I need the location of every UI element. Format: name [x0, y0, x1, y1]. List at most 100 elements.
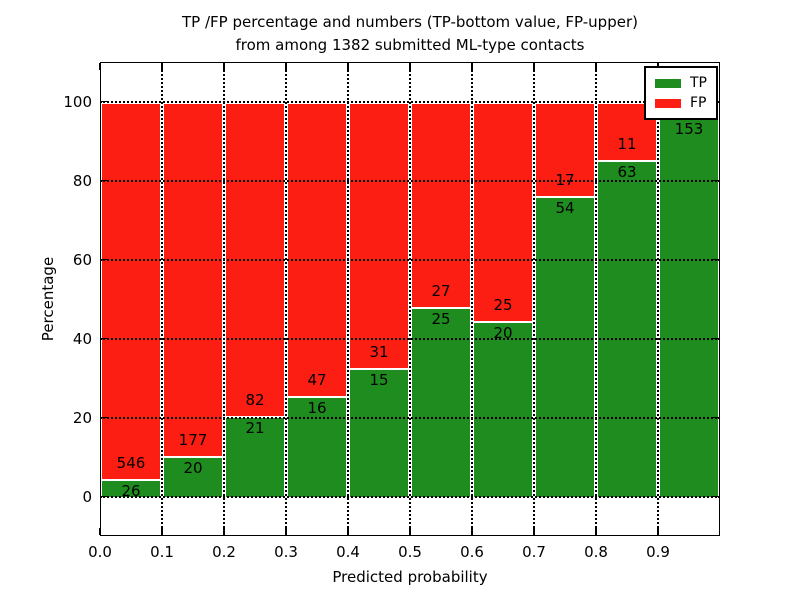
x-tick-mark — [285, 528, 287, 535]
x-tick-mark — [347, 528, 349, 535]
tp-count-label: 63 — [617, 163, 637, 182]
fp-count-label: 31 — [369, 342, 389, 361]
y-tick-mark-right — [712, 416, 719, 419]
x-tick-label: 0.7 — [522, 543, 546, 561]
tp-count-label: 26 — [121, 481, 141, 500]
y-tick-label: 40 — [72, 329, 92, 348]
stacked-bar — [472, 101, 534, 497]
x-tick-label: 0.0 — [88, 543, 112, 561]
x-axis-label: Predicted probability — [332, 568, 488, 586]
x-gridline — [285, 62, 287, 536]
x-gridline — [657, 62, 659, 536]
stacked-bar — [410, 101, 472, 497]
tp-count-label: 16 — [307, 399, 327, 418]
y-axis-label: Percentage — [39, 256, 57, 342]
bar-segment-fp — [164, 103, 222, 459]
y-tick-mark-right — [712, 495, 719, 498]
x-gridline — [161, 62, 163, 536]
x-tick-label: 0.8 — [584, 543, 608, 561]
bar-segment-fp — [350, 103, 408, 370]
bar-segment-fp — [288, 103, 346, 399]
bar-segment-fp — [412, 103, 470, 309]
legend-label-fp: FP — [690, 95, 707, 111]
fp-count-label: 17 — [555, 170, 575, 189]
tp-count-label: 15 — [369, 370, 389, 389]
chart-title: TP /FP percentage and numbers (TP-bottom… — [182, 11, 638, 57]
x-tick-mark-top — [223, 63, 225, 70]
x-tick-mark-top — [285, 63, 287, 70]
x-tick-mark — [595, 528, 597, 535]
stacked-bar — [348, 101, 410, 497]
x-gridline — [223, 62, 225, 536]
stacked-bar — [596, 101, 658, 497]
x-tick-label: 0.6 — [460, 543, 484, 561]
y-tick-mark-right — [712, 258, 719, 261]
x-tick-mark-top — [409, 63, 411, 70]
x-gridline — [409, 62, 411, 536]
x-tick-mark — [657, 528, 659, 535]
x-gridline — [347, 62, 349, 536]
x-tick-mark — [471, 528, 473, 535]
x-tick-mark-top — [99, 63, 101, 70]
x-tick-mark-top — [533, 63, 535, 70]
fp-count-label: 82 — [245, 390, 265, 409]
tp-count-label: 20 — [493, 324, 513, 343]
y-tick-label: 20 — [72, 408, 92, 427]
y-tick-label: 60 — [72, 250, 92, 269]
tp-count-label: 20 — [183, 459, 203, 478]
stacked-bar — [162, 101, 224, 497]
y-tick-mark — [101, 100, 108, 103]
x-tick-mark — [223, 528, 225, 535]
y-tick-mark — [101, 337, 108, 340]
chart-title-line1: TP /FP percentage and numbers (TP-bottom… — [182, 13, 638, 31]
x-tick-mark-top — [471, 63, 473, 70]
stacked-bar — [100, 101, 162, 497]
x-tick-mark — [99, 528, 101, 535]
stacked-bar — [224, 101, 286, 497]
y-tick-label: 80 — [72, 171, 92, 190]
legend-item-fp: FP — [655, 93, 708, 113]
x-tick-label: 0.4 — [336, 543, 360, 561]
y-tick-label: 100 — [63, 92, 92, 111]
fp-color-swatch — [655, 98, 681, 108]
fp-count-label: 177 — [178, 431, 208, 450]
x-tick-label: 0.5 — [398, 543, 422, 561]
stacked-bar — [534, 101, 596, 497]
y-tick-mark — [101, 416, 108, 419]
tp-count-label: 153 — [674, 119, 704, 138]
fp-count-label: 47 — [307, 371, 327, 390]
legend: TP FP — [644, 66, 718, 120]
x-tick-label: 0.3 — [274, 543, 298, 561]
fp-count-label: 546 — [116, 453, 146, 472]
x-tick-label: 0.2 — [212, 543, 236, 561]
x-gridline — [471, 62, 473, 536]
y-tick-mark — [101, 258, 108, 261]
x-tick-mark — [161, 528, 163, 535]
y-tick-label: 0 — [82, 487, 92, 506]
tp-count-label: 21 — [245, 418, 265, 437]
x-tick-label: 0.1 — [150, 543, 174, 561]
y-tick-mark-right — [712, 179, 719, 182]
x-gridline — [595, 62, 597, 536]
x-tick-mark — [409, 528, 411, 535]
fp-count-label: 11 — [617, 135, 637, 154]
bar-segment-fp — [102, 103, 160, 481]
y-tick-mark — [101, 495, 108, 498]
bar-segment-fp — [536, 103, 594, 198]
legend-label-tp: TP — [690, 75, 707, 91]
x-tick-mark-top — [347, 63, 349, 70]
tp-color-swatch — [655, 78, 681, 88]
stacked-bar — [658, 101, 720, 497]
tp-count-label: 54 — [555, 198, 575, 217]
fp-count-label: 25 — [493, 296, 513, 315]
fp-count-label: 27 — [431, 281, 451, 300]
x-tick-mark — [533, 528, 535, 535]
x-gridline — [533, 62, 535, 536]
stacked-bar — [286, 101, 348, 497]
bar-segment-fp — [226, 103, 284, 418]
chart-title-line2: from among 1382 submitted ML-type contac… — [235, 36, 585, 54]
x-tick-mark-top — [161, 63, 163, 70]
x-tick-label: 0.9 — [646, 543, 670, 561]
y-tick-mark-right — [712, 337, 719, 340]
